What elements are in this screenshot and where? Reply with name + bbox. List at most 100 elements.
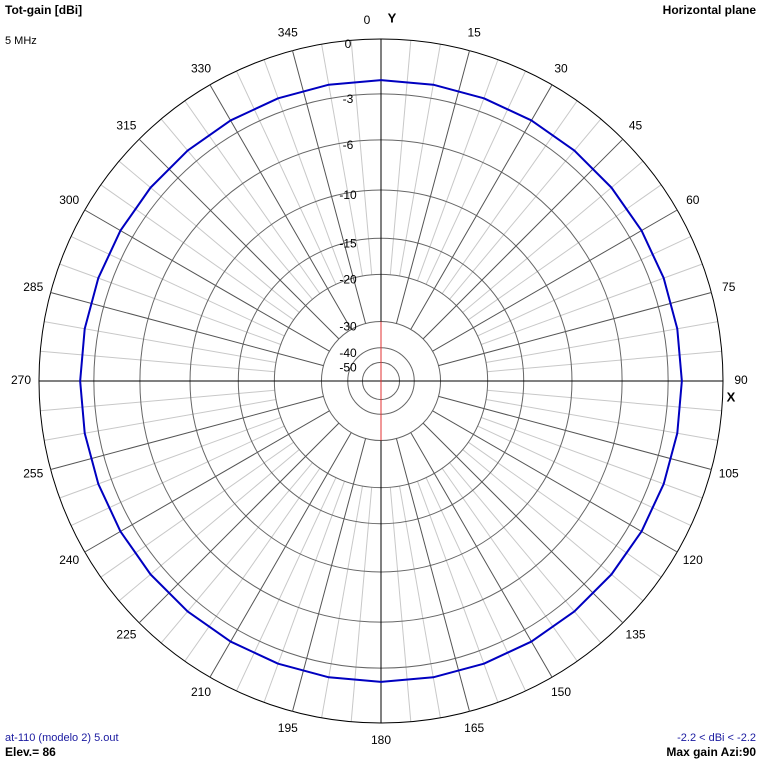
major-spoke bbox=[432, 410, 678, 553]
angle-label: 255 bbox=[23, 466, 43, 480]
major-spoke bbox=[138, 422, 340, 624]
minor-spoke bbox=[462, 449, 644, 602]
r-tick-label: 0 bbox=[345, 37, 352, 51]
angle-label: 195 bbox=[278, 721, 298, 735]
major-spoke bbox=[432, 209, 678, 352]
major-spoke bbox=[438, 292, 712, 367]
major-spoke bbox=[50, 292, 324, 367]
minor-spoke bbox=[70, 236, 285, 337]
minor-spoke bbox=[263, 59, 345, 281]
r-tick-label: -15 bbox=[339, 236, 357, 250]
minor-spoke bbox=[468, 184, 662, 321]
angle-label: 135 bbox=[626, 628, 646, 642]
r-tick-label: -10 bbox=[339, 188, 357, 202]
minor-spoke bbox=[417, 59, 499, 281]
minor-spoke bbox=[100, 441, 294, 578]
angle-label: 60 bbox=[686, 193, 700, 207]
major-spoke bbox=[138, 138, 340, 340]
minor-spoke bbox=[263, 481, 345, 703]
major-spoke bbox=[422, 422, 624, 624]
major-spoke bbox=[292, 438, 367, 712]
angle-label: 15 bbox=[467, 25, 481, 39]
x-axis-label: X bbox=[727, 389, 736, 404]
minor-spoke bbox=[350, 487, 373, 722]
angle-label: 330 bbox=[191, 61, 211, 75]
minor-spoke bbox=[44, 321, 277, 363]
minor-spoke bbox=[485, 321, 718, 363]
minor-spoke bbox=[59, 263, 281, 345]
minor-spoke bbox=[321, 485, 363, 718]
angle-label: 285 bbox=[23, 280, 43, 294]
angle-label: 180 bbox=[371, 733, 391, 747]
gain-pattern bbox=[79, 79, 683, 683]
major-spoke bbox=[438, 395, 712, 470]
minor-spoke bbox=[487, 389, 722, 412]
minor-spoke bbox=[477, 425, 692, 526]
minor-spoke bbox=[389, 487, 412, 722]
minor-spoke bbox=[100, 184, 294, 321]
gain-range: -2.2 < dBi < -2.2 bbox=[677, 732, 756, 744]
minor-spoke bbox=[441, 100, 578, 294]
minor-spoke bbox=[40, 350, 275, 373]
minor-spoke bbox=[477, 236, 692, 337]
minor-spoke bbox=[236, 70, 337, 285]
minor-spoke bbox=[485, 399, 718, 441]
angle-label: 240 bbox=[59, 553, 79, 567]
angle-label: 300 bbox=[59, 193, 79, 207]
r-tick-label: -40 bbox=[339, 346, 357, 360]
angle-label: 225 bbox=[116, 628, 136, 642]
minor-spoke bbox=[462, 160, 644, 313]
major-spoke bbox=[410, 84, 553, 330]
minor-spoke bbox=[481, 417, 703, 499]
angle-label: 75 bbox=[722, 280, 736, 294]
minor-spoke bbox=[468, 441, 662, 578]
major-spoke bbox=[50, 395, 324, 470]
minor-spoke bbox=[44, 399, 277, 441]
major-spoke bbox=[422, 138, 624, 340]
r-tick-label: -6 bbox=[343, 138, 354, 152]
minor-spoke bbox=[441, 468, 578, 662]
minor-spoke bbox=[160, 462, 313, 644]
major-spoke bbox=[209, 432, 352, 678]
minor-spoke bbox=[449, 462, 602, 644]
angle-label: 345 bbox=[278, 25, 298, 39]
angle-label: 165 bbox=[464, 721, 484, 735]
file-name: at-110 (modelo 2) 5.out bbox=[5, 732, 119, 744]
plane-label: Horizontal plane bbox=[663, 3, 757, 17]
major-spoke bbox=[84, 410, 330, 553]
angle-label: 120 bbox=[683, 553, 703, 567]
minor-spoke bbox=[184, 100, 321, 294]
major-spoke bbox=[209, 84, 352, 330]
minor-spoke bbox=[481, 263, 703, 345]
angle-label: 270 bbox=[11, 373, 31, 387]
minor-spoke bbox=[389, 40, 412, 275]
minor-spoke bbox=[160, 118, 313, 300]
max-gain: Max gain Azi:90 bbox=[666, 745, 756, 759]
minor-spoke bbox=[399, 485, 441, 718]
minor-spoke bbox=[449, 118, 602, 300]
minor-spoke bbox=[184, 468, 321, 662]
minor-spoke bbox=[399, 44, 441, 277]
minor-spoke bbox=[118, 449, 300, 602]
angle-label: 150 bbox=[551, 685, 571, 699]
minor-spoke bbox=[40, 389, 275, 412]
elevation: Elev.= 86 bbox=[5, 745, 56, 759]
major-spoke bbox=[395, 438, 470, 712]
r-tick-label: -20 bbox=[339, 273, 357, 287]
major-spoke bbox=[395, 50, 470, 324]
minor-spoke bbox=[425, 477, 526, 692]
minor-spoke bbox=[59, 417, 281, 499]
minor-spoke bbox=[321, 44, 363, 277]
chart-title: Tot-gain [dBi] bbox=[5, 3, 82, 17]
minor-spoke bbox=[487, 350, 722, 373]
minor-spoke bbox=[236, 477, 337, 692]
angle-label: 210 bbox=[191, 685, 211, 699]
angle-label: 105 bbox=[719, 466, 739, 480]
minor-spoke bbox=[70, 425, 285, 526]
frequency: 5 MHz bbox=[5, 35, 37, 47]
minor-spoke bbox=[425, 70, 526, 285]
minor-spoke bbox=[118, 160, 300, 313]
r-tick-label: -30 bbox=[339, 320, 357, 334]
y-axis-label: Y bbox=[388, 10, 397, 25]
